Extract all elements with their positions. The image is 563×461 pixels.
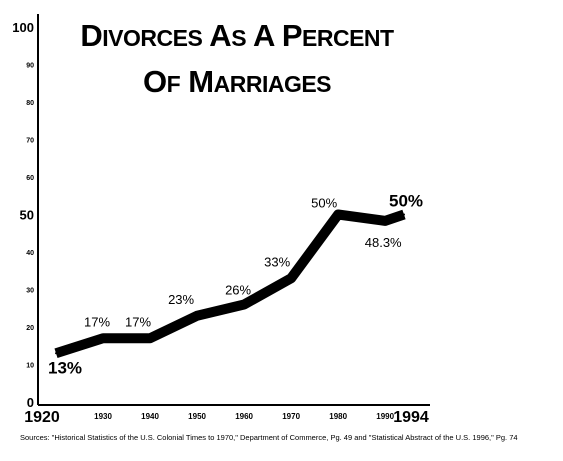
data-point-1940: [149, 337, 152, 340]
x-tick-label: 1970: [282, 412, 300, 421]
y-tick-label: 50: [20, 208, 34, 223]
y-tick-label: 30: [26, 288, 34, 295]
data-label-1930: 17%: [84, 314, 110, 329]
y-tick-label: 60: [26, 175, 34, 182]
data-point-1970: [290, 277, 293, 280]
data-label-1950: 23%: [168, 292, 194, 307]
x-tick-label: 1920: [24, 409, 60, 426]
x-tick-label: 1994: [393, 409, 429, 426]
x-tick-label: 1980: [329, 412, 347, 421]
data-label-1994: 50%: [389, 192, 423, 211]
data-point-1960: [243, 303, 246, 306]
data-point-1920: [55, 352, 57, 355]
source-note: Sources: "Historical Statistics of the U…: [20, 433, 518, 442]
y-tick-label: 40: [26, 250, 34, 257]
data-label-1990: 48.3%: [365, 235, 402, 250]
data-label-1970: 33%: [264, 254, 290, 269]
x-tick-label: 1960: [235, 412, 253, 421]
data-label-1920: 13%: [48, 358, 82, 377]
data-point-1990: [384, 219, 387, 222]
axes: 0 10 20 30 40 50 60 70 80 90 100 1920 1930 1940 1950 19…: [12, 14, 430, 426]
chart-title: DIVORCES AS A PERCENT OF MARRIAGES: [80, 18, 394, 99]
data-labels: 13% 17% 17% 23% 26% 33% 50% 48.3% 50%: [48, 192, 423, 378]
x-tick-label: 1930: [94, 412, 112, 421]
data-label-1940: 17%: [125, 314, 151, 329]
title-line-1: DIVORCES AS A PERCENT: [80, 18, 394, 53]
y-tick-label: 80: [26, 100, 34, 107]
x-tick-label: 1940: [141, 412, 159, 421]
data-point-1980: [337, 213, 340, 216]
data-point-1930: [102, 337, 105, 340]
data-point-1994: [403, 213, 405, 216]
plot-area: [54, 209, 406, 359]
y-tick-label: 70: [26, 138, 34, 145]
y-tick-label: 100: [12, 20, 34, 35]
x-tick-label: 1990: [376, 412, 394, 421]
y-tick-label: 20: [26, 325, 34, 332]
title-line-2: OF MARRIAGES: [143, 64, 331, 99]
x-tick-label: 1950: [188, 412, 206, 421]
y-tick-label: 10: [26, 363, 34, 370]
data-label-1960: 26%: [225, 283, 251, 298]
data-label-1980: 50%: [311, 196, 337, 211]
y-tick-label: 90: [26, 63, 34, 70]
data-point-1950: [196, 314, 199, 317]
y-tick-label: 0: [27, 395, 34, 410]
